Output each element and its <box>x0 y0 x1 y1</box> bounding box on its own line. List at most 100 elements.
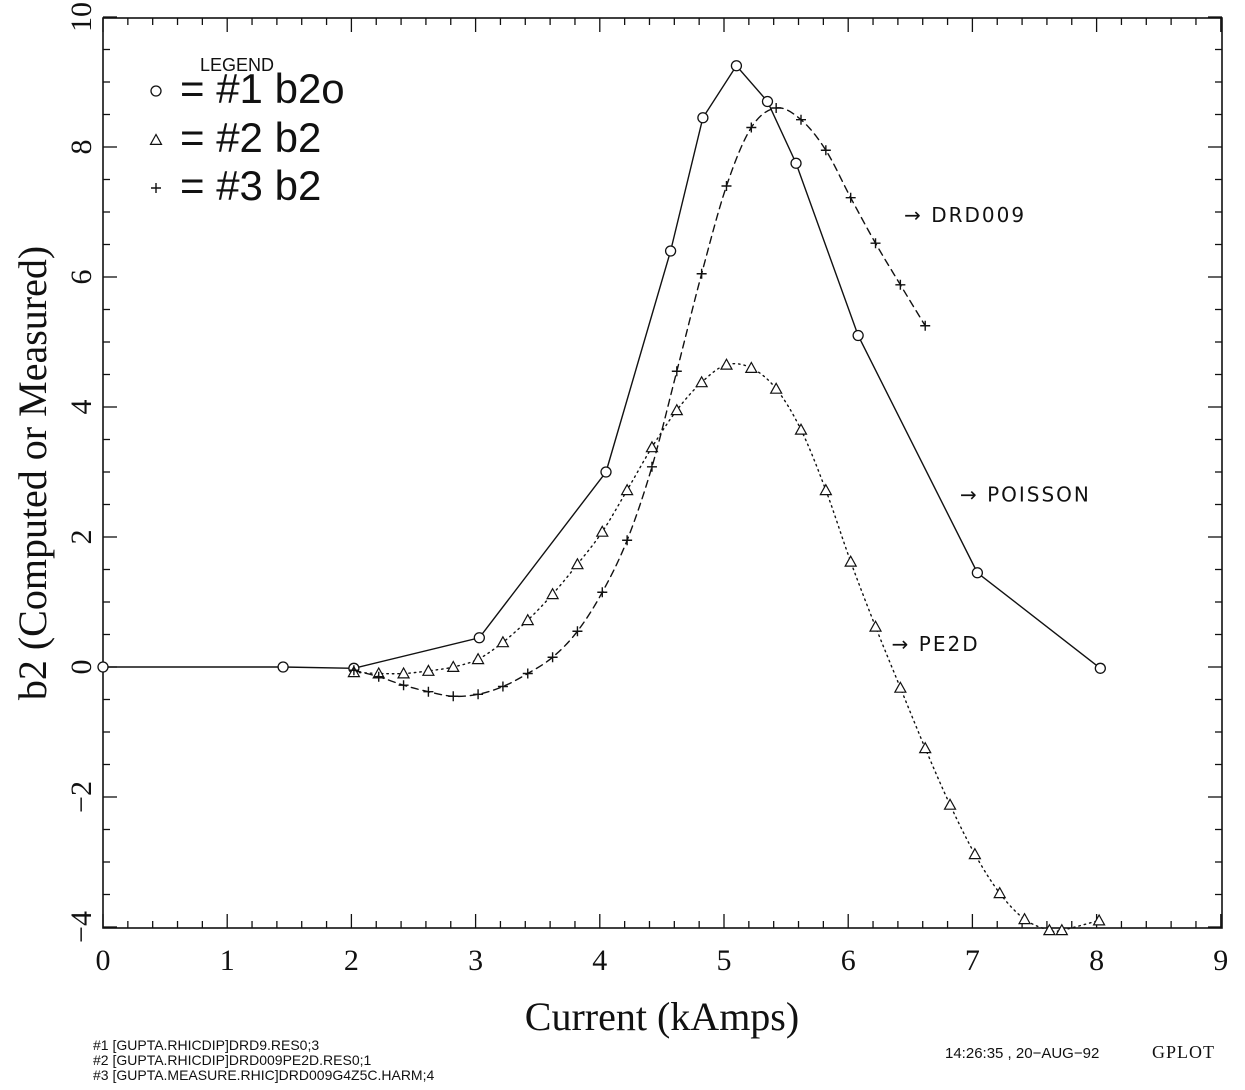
triangle-marker <box>521 613 535 626</box>
triangle-marker <box>943 798 957 810</box>
legend-plus-marker <box>151 183 161 193</box>
y-tick-label: 8 <box>65 140 98 155</box>
legend: LEGEND = #1 b2o= #2 b2= #3 b2 <box>149 55 345 209</box>
x-axis-label: Current (kAmps) <box>525 994 799 1039</box>
triangle-marker <box>918 741 932 754</box>
plus-marker <box>870 238 881 249</box>
plot-frame <box>102 17 1223 929</box>
triangle-marker <box>1042 923 1056 936</box>
triangle-marker <box>397 666 411 679</box>
triangle-marker <box>993 886 1007 899</box>
triangle-marker <box>819 483 833 496</box>
plus-marker <box>398 680 409 691</box>
y-axis-label: b2 (Computed or Measured) <box>10 246 55 700</box>
legend-title: LEGEND <box>200 55 274 75</box>
triangle-marker <box>645 440 659 453</box>
triangle-marker <box>570 557 584 570</box>
annotation: → PE2D <box>892 632 980 656</box>
triangle-marker <box>595 525 609 537</box>
plus-marker <box>671 366 682 377</box>
triangle-marker <box>496 635 510 648</box>
y-tick-label: −2 <box>65 781 98 813</box>
y-tick-label: 2 <box>65 530 98 545</box>
triangle-marker <box>794 423 808 435</box>
plus-marker <box>572 626 583 637</box>
triangle-marker <box>719 358 734 370</box>
circle-marker <box>664 245 677 257</box>
triangle-marker <box>968 847 982 860</box>
source-file-3: #3 [GUPTA.MEASURE.RHIC]DRD009G4Z5C.HARM;… <box>93 1067 434 1083</box>
circle-marker <box>852 329 864 342</box>
y-tick-label: 0 <box>65 660 98 675</box>
series-line <box>353 107 926 698</box>
plus-marker <box>473 689 484 700</box>
circle-marker <box>971 567 984 579</box>
series-2 <box>347 358 1106 936</box>
plus-marker <box>348 665 359 676</box>
triangle-marker <box>744 361 758 373</box>
x-tick-label: 5 <box>717 944 732 977</box>
circle-marker <box>697 112 709 124</box>
triangle-marker <box>620 483 634 496</box>
x-tick-label: 9 <box>1213 944 1228 977</box>
annotations: → DRD009 → POISSON → PE2D <box>892 203 1091 656</box>
circle-marker <box>600 466 612 478</box>
timestamp: 14:26:35 , 20−AUG−92 <box>945 1045 1099 1062</box>
x-tick-label: 2 <box>344 944 359 977</box>
annotation: → DRD009 <box>904 203 1026 227</box>
triangle-marker <box>844 554 858 567</box>
program-name: GPLOT <box>1152 1042 1215 1062</box>
series-line <box>353 362 1100 933</box>
x-tick-label: 4 <box>592 944 607 977</box>
x-tick-label: 3 <box>468 944 483 977</box>
plus-marker <box>696 268 707 279</box>
triangle-marker <box>546 587 560 600</box>
y-tick-label: 6 <box>65 270 98 285</box>
plus-marker <box>895 279 906 290</box>
plus-marker <box>721 181 732 191</box>
plus-marker <box>920 320 931 331</box>
legend-triangle-marker <box>149 133 163 145</box>
annotation: → POISSON <box>960 482 1091 506</box>
circle-marker <box>97 661 109 673</box>
legend-circle-marker <box>150 85 162 97</box>
triangle-marker <box>1092 913 1106 926</box>
plus-marker <box>771 103 782 113</box>
circle-marker <box>1094 662 1106 674</box>
triangle-marker <box>893 681 907 693</box>
plus-marker <box>547 652 558 663</box>
triangle-marker <box>421 664 435 676</box>
circle-marker <box>790 157 802 169</box>
x-tick-label: 6 <box>841 944 856 977</box>
plus-marker <box>796 114 807 125</box>
axis-ticks <box>102 16 1222 928</box>
series-3 <box>348 103 931 702</box>
circle-marker <box>761 95 774 108</box>
y-tick-label: 10 <box>65 2 98 32</box>
triangle-marker <box>1018 912 1032 925</box>
plus-marker <box>646 461 657 472</box>
plus-marker <box>373 671 384 682</box>
legend-label-2: = #2 b2 <box>180 114 321 161</box>
triangle-marker <box>1055 923 1069 936</box>
legend-label-3: = #3 b2 <box>180 162 321 209</box>
triangle-marker <box>869 619 883 632</box>
plus-marker <box>597 587 608 598</box>
y-tick-label: 4 <box>65 400 98 415</box>
circle-marker <box>277 661 289 673</box>
plus-marker <box>423 686 434 697</box>
source-file-1: #1 [GUPTA.RHICDIP]DRD9.RES0;3 <box>93 1037 319 1053</box>
circle-marker <box>730 60 743 72</box>
x-tick-label: 0 <box>96 944 111 977</box>
source-file-2: #2 [GUPTA.RHICDIP]DRD009PE2D.RES0;1 <box>93 1052 371 1068</box>
triangle-marker <box>695 375 709 388</box>
legend-label-1: = #1 b2o <box>180 65 345 112</box>
triangle-marker <box>471 652 485 665</box>
x-tick-label: 8 <box>1089 944 1104 977</box>
plus-marker <box>448 691 459 702</box>
plus-marker <box>820 145 831 156</box>
series-layer <box>97 60 1106 936</box>
triangle-marker <box>670 403 684 416</box>
triangle-marker <box>446 660 460 673</box>
